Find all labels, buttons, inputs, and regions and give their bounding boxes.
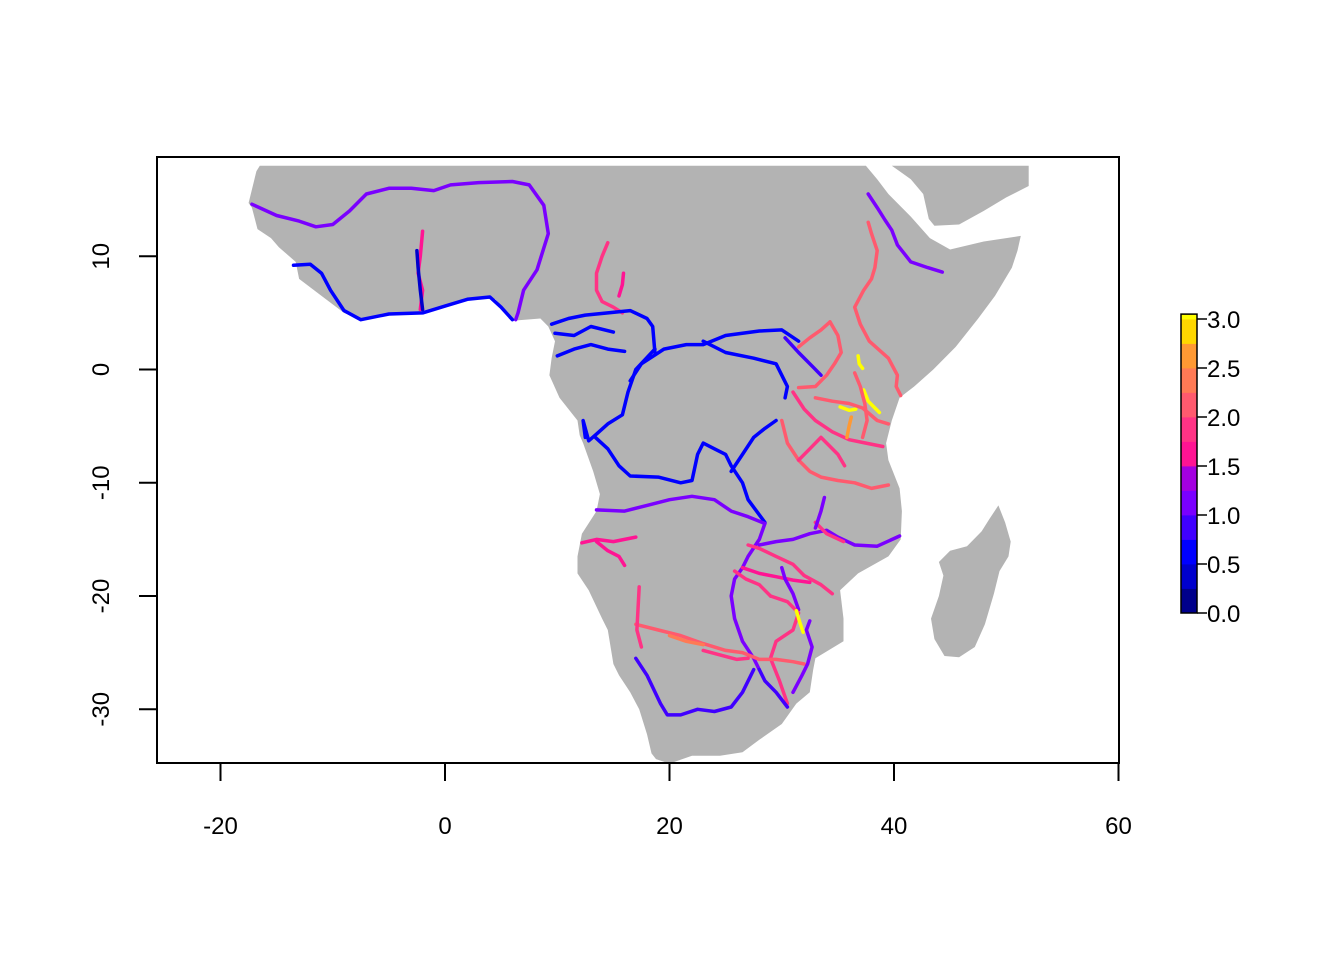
land-layer	[248, 165, 1029, 763]
route-line	[794, 608, 805, 634]
x-tick-label: 60	[1105, 813, 1132, 840]
land-madagascar	[931, 505, 1011, 658]
route-line	[594, 240, 625, 315]
route-line	[757, 528, 902, 548]
color-legend: 0.0 0.5 1.0 1.5 2.0 2.5 3.0	[1180, 307, 1240, 628]
route-line	[732, 569, 773, 598]
y-tick-label: -20	[88, 579, 115, 614]
route-line	[729, 418, 778, 474]
y-tick-label: 0	[88, 363, 115, 376]
route-line	[415, 248, 425, 312]
route-line	[594, 539, 627, 568]
route-line	[791, 619, 814, 695]
route-line	[780, 418, 891, 491]
legend-tick-label: 0.5	[1207, 552, 1240, 579]
route-line	[701, 339, 790, 400]
legend-swatch	[1181, 588, 1197, 614]
x-tick-label: 20	[656, 813, 683, 840]
route-line	[813, 495, 827, 530]
route-line	[838, 405, 858, 413]
route-line	[813, 520, 846, 544]
plot-area	[248, 165, 1029, 763]
route-line	[549, 308, 657, 355]
legend-swatch	[1181, 319, 1197, 344]
route-line	[813, 396, 891, 426]
legend-swatch	[1181, 314, 1197, 320]
route-line	[634, 656, 756, 717]
route-line	[634, 622, 806, 666]
legend-swatch	[1181, 466, 1197, 491]
y-tick-label: -30	[88, 692, 115, 727]
legend-swatch	[1181, 368, 1197, 393]
route-layer	[250, 179, 945, 717]
route-line	[555, 342, 627, 358]
route-line	[635, 585, 644, 649]
route-line	[250, 179, 551, 322]
route-line	[628, 328, 801, 383]
route-line	[796, 435, 847, 468]
x-tick-label: 0	[438, 813, 451, 840]
route-line	[667, 633, 705, 647]
route-line	[757, 667, 790, 709]
route-line	[783, 336, 823, 377]
legend-tick-label: 3.0	[1207, 307, 1240, 334]
legend-tick-label: 0.0	[1207, 601, 1240, 628]
legend-tick-label: 1.0	[1207, 503, 1240, 530]
route-line	[866, 192, 945, 274]
route-line	[861, 388, 882, 415]
route-line	[845, 415, 854, 440]
x-tick-label: 40	[881, 813, 908, 840]
x-tick-label: -20	[203, 813, 238, 840]
land-arabia	[891, 165, 1029, 226]
legend-swatch	[1181, 490, 1197, 516]
route-line	[701, 648, 750, 662]
legend-frame	[1180, 313, 1198, 614]
route-line	[594, 494, 767, 526]
legend-swatch	[1181, 564, 1197, 589]
route-line	[791, 390, 885, 449]
route-line	[852, 220, 903, 398]
y-tick-label: 10	[88, 243, 115, 270]
route-line	[580, 535, 638, 545]
route-line	[780, 565, 801, 612]
legend-swatch	[1181, 441, 1197, 467]
y-axis: 10 0 -10 -20 -30	[88, 243, 158, 727]
y-tick-label: -10	[88, 465, 115, 500]
route-line	[796, 320, 843, 390]
route-line	[617, 271, 626, 298]
legend-swatch	[1181, 417, 1197, 442]
route-line	[740, 565, 812, 585]
route-line	[553, 324, 616, 338]
legend-swatch	[1181, 515, 1197, 540]
land-africa	[248, 165, 1021, 763]
route-line	[291, 262, 515, 322]
route-line	[593, 435, 767, 525]
route-line	[796, 320, 832, 349]
legend-swatch	[1181, 392, 1197, 418]
route-line	[856, 354, 865, 371]
legend-swatch	[1181, 343, 1197, 369]
legend-swatch	[1181, 539, 1197, 565]
route-line	[746, 543, 835, 596]
route-line	[852, 371, 869, 440]
legend-tick-label: 2.0	[1207, 405, 1240, 432]
x-axis: -20 0 20 40 60	[203, 762, 1132, 840]
legend-tick-label: 1.5	[1207, 454, 1240, 481]
route-line	[768, 594, 801, 706]
legend-tick-label: 2.5	[1207, 356, 1240, 383]
